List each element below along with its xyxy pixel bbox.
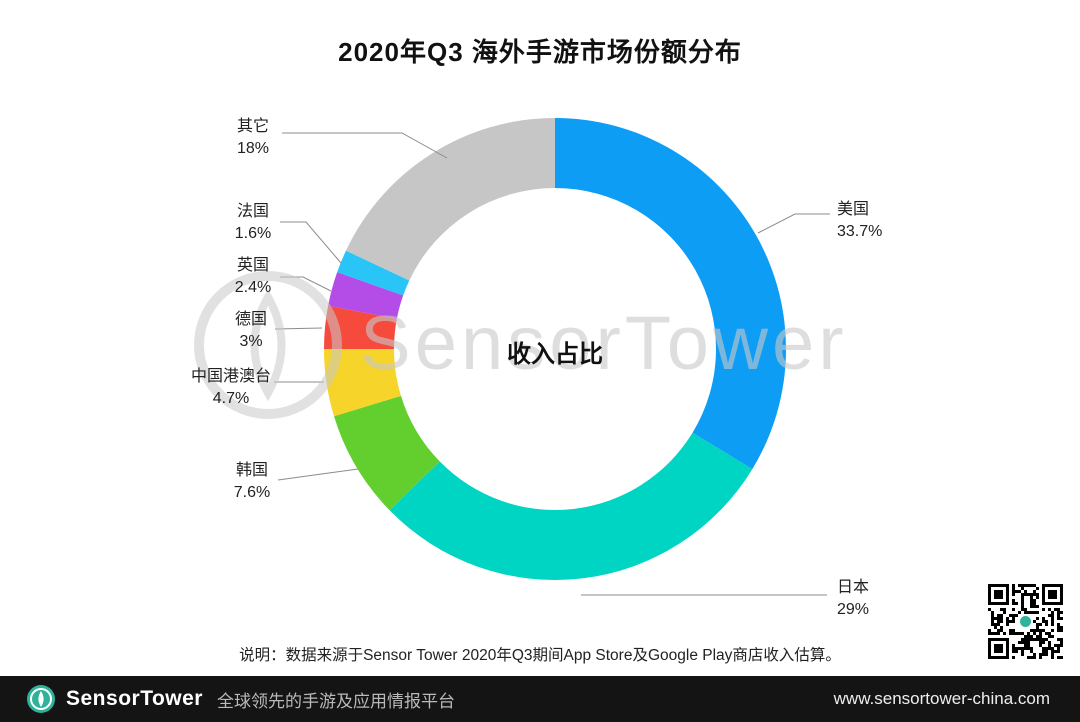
slice-label-korea: 韩国 7.6% bbox=[207, 460, 297, 504]
slices-group bbox=[324, 118, 787, 581]
donut-slice-7 bbox=[345, 118, 555, 281]
chart-center-label: 收入占比 bbox=[507, 341, 603, 368]
slice-value: 3% bbox=[239, 333, 263, 350]
leader-line-france bbox=[280, 221, 342, 264]
slice-label-china-hk-mo-tw: 中国港澳台 4.7% bbox=[156, 366, 306, 410]
slice-value: 4.7% bbox=[212, 390, 250, 407]
slice-value: 33.7% bbox=[837, 223, 883, 240]
slice-name: 德国 bbox=[234, 311, 267, 328]
slice-value: 2.4% bbox=[234, 279, 272, 296]
slice-label-usa: 美国 33.7% bbox=[837, 199, 947, 243]
slice-value: 29% bbox=[837, 601, 870, 618]
donut-slice-5 bbox=[328, 272, 404, 319]
slice-label-france: 法国 1.6% bbox=[208, 201, 298, 245]
slice-name: 中国港澳台 bbox=[190, 368, 271, 385]
slice-name: 英国 bbox=[236, 257, 269, 274]
footer-brand: SensorTower bbox=[66, 687, 203, 710]
donut-slice-4 bbox=[324, 305, 397, 349]
leader-line-usa bbox=[757, 213, 830, 234]
qr-modules bbox=[988, 584, 1063, 659]
slice-value: 1.6% bbox=[234, 225, 272, 242]
slice-name: 韩国 bbox=[235, 462, 268, 479]
donut-slice-6 bbox=[337, 250, 410, 296]
slice-name: 美国 bbox=[837, 201, 870, 218]
page-title: 2020年Q3 海外手游市场份额分布 bbox=[338, 37, 742, 67]
slice-label-others: 其它 18% bbox=[208, 116, 298, 160]
footer-tagline: 全球领先的手游及应用情报平台 bbox=[216, 691, 455, 711]
slice-label-germany: 德国 3% bbox=[206, 309, 296, 353]
donut-slice-0 bbox=[555, 118, 787, 470]
donut-slice-1 bbox=[389, 432, 753, 581]
slice-label-japan: 日本 29% bbox=[837, 577, 947, 621]
slice-name: 法国 bbox=[236, 203, 269, 220]
footer-bar: SensorTower 全球领先的手游及应用情报平台 www.sensortow… bbox=[0, 676, 1080, 722]
leader-line-korea bbox=[277, 468, 359, 481]
donut-slice-2 bbox=[334, 395, 440, 511]
slice-label-uk: 英国 2.4% bbox=[208, 255, 298, 299]
sensor-tower-logo-icon bbox=[26, 684, 56, 714]
leader-line-qita bbox=[282, 132, 448, 159]
slice-value: 7.6% bbox=[233, 484, 271, 501]
slice-value: 18% bbox=[236, 140, 270, 157]
donut-slice-3 bbox=[324, 349, 401, 417]
slice-name: 其它 bbox=[236, 118, 269, 135]
footer-website: www.sensortower-china.com bbox=[833, 689, 1050, 708]
source-note: 说明：数据来源于Sensor Tower 2020年Q3期间App Store及… bbox=[239, 647, 841, 664]
qr-code-icon bbox=[988, 584, 1066, 662]
slice-name: 日本 bbox=[837, 579, 870, 596]
